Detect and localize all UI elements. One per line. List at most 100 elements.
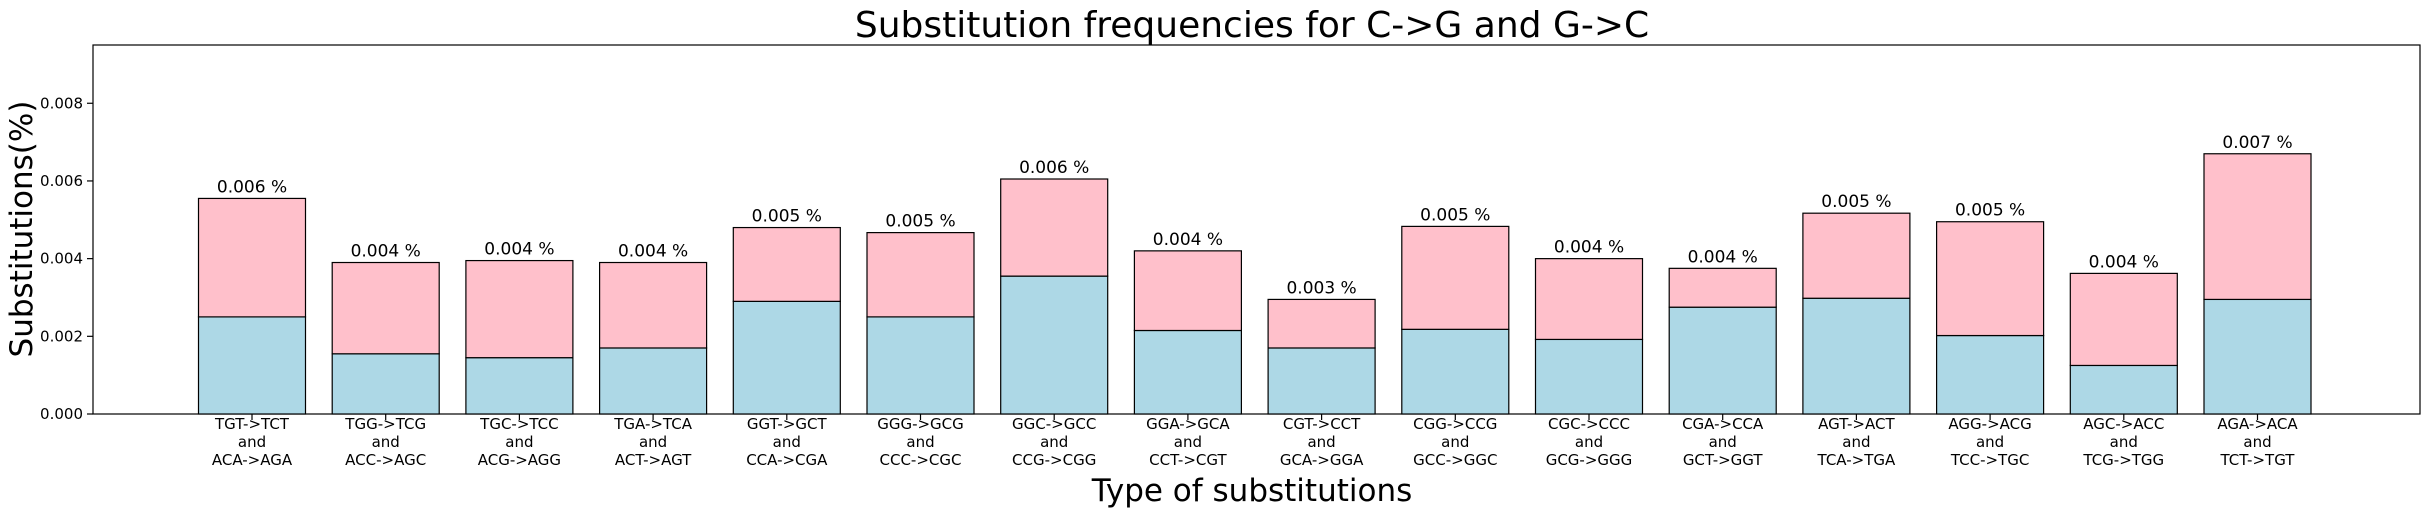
- data-label: 0.004 %: [351, 242, 421, 262]
- data-label: 0.004 %: [1688, 247, 1758, 267]
- bar-segment: [2069, 364, 2178, 415]
- x-tick-label: and: [1575, 433, 1603, 451]
- bar-segment: [1133, 329, 1243, 415]
- y-axis-label: Substitutions(%): [4, 101, 40, 358]
- bar-segment: [1935, 221, 2045, 337]
- x-tick-label: CGA->CCA: [1682, 415, 1764, 433]
- x-tick-label: and: [372, 433, 400, 451]
- data-label: 0.006 %: [1019, 158, 1089, 178]
- x-tick-label: AGC->ACC: [2083, 415, 2164, 433]
- bar-segment: [1133, 250, 1243, 332]
- bar-segment: [732, 300, 841, 415]
- bar-segment: [2203, 153, 2312, 301]
- bar-segment: [331, 261, 440, 355]
- data-label: 0.004 %: [484, 240, 554, 260]
- x-tick-label: CGG->CCG: [1413, 415, 1497, 433]
- x-tick-label: GGT->GCT: [747, 415, 828, 433]
- x-tick-label: and: [238, 433, 266, 451]
- y-tick-label: 0.000: [40, 405, 83, 423]
- x-axis: TGT->TCTandACA->AGATGG->TCGandACC->AGCTG…: [212, 414, 2298, 469]
- bar-segment: [598, 347, 708, 415]
- bar-segment: [866, 316, 975, 415]
- x-tick-label: AGG->ACG: [1948, 415, 2031, 433]
- x-tick-label: CGC->CCC: [1548, 415, 1630, 433]
- bar-segment: [1267, 347, 1376, 415]
- x-tick-label: ACA->AGA: [212, 451, 293, 469]
- bar-segment: [732, 226, 841, 302]
- x-tick-label: and: [1174, 433, 1202, 451]
- x-tick-label: TCT->TGT: [2220, 451, 2296, 469]
- bar-segment: [1668, 267, 1777, 308]
- data-label: 0.005 %: [1420, 205, 1490, 225]
- x-tick-label: GCA->GGA: [1280, 451, 1364, 469]
- x-tick-label: and: [2243, 433, 2271, 451]
- data-labels: 0.006 % 0.004 % 0.004 % 0.004 % 0.005 % 0.005…: [217, 133, 2293, 299]
- x-tick-label: and: [2110, 433, 2138, 451]
- x-tick-label: AGA->ACA: [2217, 415, 2298, 433]
- bar-segment: [331, 353, 440, 415]
- bar-segment: [1802, 297, 1911, 415]
- x-tick-label: and: [906, 433, 934, 451]
- x-tick-label: and: [773, 433, 801, 451]
- bar-segment: [465, 259, 574, 359]
- data-label: 0.004 %: [1554, 238, 1624, 258]
- x-tick-label: CCA->CGA: [746, 451, 828, 469]
- y-tick-label: 0.002: [40, 327, 83, 345]
- bar-segment: [1668, 306, 1777, 415]
- x-tick-label: and: [1976, 433, 2004, 451]
- x-tick-label: and: [1709, 433, 1737, 451]
- bar-segment: [598, 261, 708, 349]
- x-tick-label: and: [505, 433, 533, 451]
- x-tick-label: GGC->GCC: [1012, 415, 1096, 433]
- data-label: 0.004 %: [618, 242, 688, 262]
- x-tick-label: TCA->TGA: [1817, 451, 1896, 469]
- bar-segment: [2203, 298, 2312, 415]
- data-label: 0.005 %: [1821, 192, 1891, 212]
- x-tick-label: and: [1441, 433, 1469, 451]
- bar-segment: [1534, 258, 1644, 341]
- x-tick-label: GCG->GGG: [1546, 451, 1633, 469]
- x-tick-label: TCC->TGC: [1950, 451, 2029, 469]
- data-label: 0.004 %: [2089, 252, 2159, 272]
- bar-segment: [1267, 298, 1376, 349]
- x-tick-label: CGT->CCT: [1283, 415, 1361, 433]
- x-tick-label: AGT->ACT: [1818, 415, 1895, 433]
- x-tick-label: CCG->CGG: [1012, 451, 1096, 469]
- data-label: 0.007 %: [2222, 133, 2292, 153]
- x-axis-label: Type of substitutions: [1091, 473, 1413, 509]
- x-tick-label: TGT->TCT: [214, 415, 290, 433]
- bar-segment: [1000, 178, 1109, 277]
- bar-segment: [1935, 334, 2045, 415]
- x-tick-label: ACC->AGC: [345, 451, 426, 469]
- x-tick-label: CCT->CGT: [1149, 451, 1227, 469]
- bar-segment: [1534, 338, 1644, 415]
- y-tick-label: 0.008: [40, 94, 83, 112]
- x-tick-label: GGG->GCG: [877, 415, 964, 433]
- bars: [197, 153, 2312, 415]
- y-axis: 0.000 0.002 0.004 0.006 0.008: [40, 94, 93, 423]
- data-label: 0.005 %: [1955, 201, 2025, 221]
- x-tick-label: GGA->GCA: [1146, 415, 1230, 433]
- bar-segment: [1000, 275, 1109, 415]
- x-tick-label: GCT->GGT: [1683, 451, 1764, 469]
- data-label: 0.003 %: [1286, 278, 1356, 298]
- x-tick-label: TGG->TCG: [344, 415, 426, 433]
- y-tick-label: 0.004: [40, 250, 83, 268]
- data-label: 0.005 %: [885, 212, 955, 232]
- x-tick-label: GCC->GGC: [1413, 451, 1497, 469]
- bar-segment: [465, 357, 574, 415]
- x-tick-label: TGA->TCA: [613, 415, 692, 433]
- x-tick-label: CCC->CGC: [880, 451, 962, 469]
- data-label: 0.006 %: [217, 177, 287, 197]
- x-tick-label: and: [1307, 433, 1335, 451]
- chart-title: Substitution frequencies for C->G and G-…: [855, 5, 1649, 46]
- data-label: 0.004 %: [1153, 230, 1223, 250]
- bar-segment: [866, 232, 975, 318]
- bar-segment: [1401, 328, 1510, 415]
- bar-segment: [1802, 212, 1911, 299]
- bar-segment: [1401, 225, 1510, 330]
- x-tick-label: TCG->TGG: [2082, 451, 2164, 469]
- y-tick-label: 0.006: [40, 172, 83, 190]
- bar-segment: [197, 316, 307, 415]
